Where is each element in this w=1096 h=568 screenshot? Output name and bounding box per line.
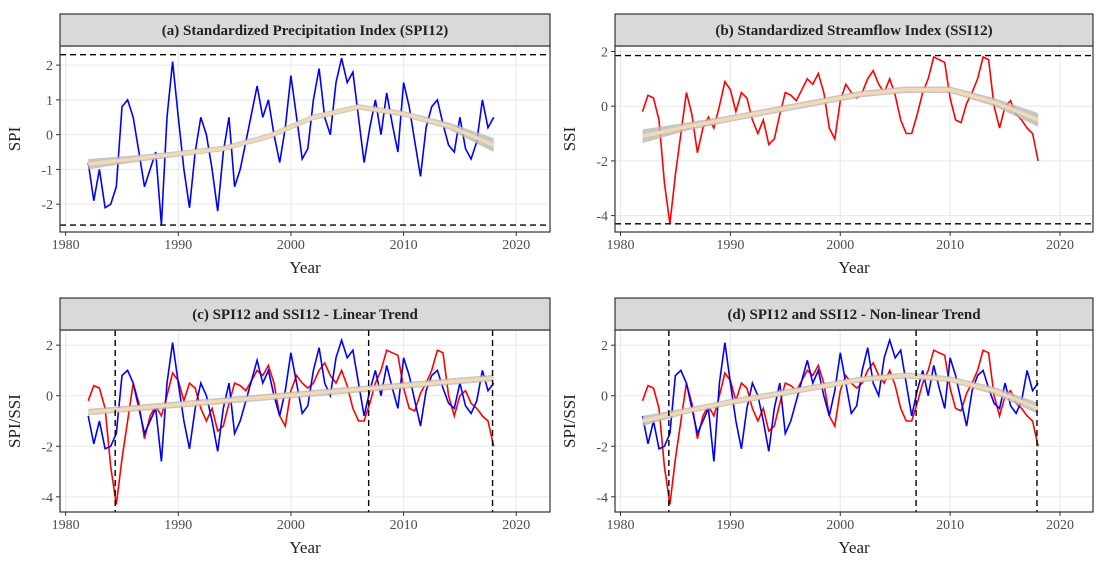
x-tick-label: 1980 (52, 518, 80, 533)
strip (59, 297, 551, 331)
x-tick-label: 2010 (936, 518, 964, 533)
y-tick-label: -2 (596, 155, 608, 170)
y-tick-label: -2 (41, 198, 53, 213)
x-tick-label: 1990 (716, 518, 744, 533)
panel-title: (a) Standardized Precipitation Index (SP… (162, 23, 448, 39)
x-tick-label: 1990 (164, 238, 192, 253)
y-tick-label: 2 (46, 59, 53, 74)
y-tick-label: -4 (41, 491, 53, 506)
x-tick-label: 2000 (826, 518, 854, 533)
x-axis-label: Year (838, 258, 870, 277)
y-axis-label: SSI (560, 126, 579, 151)
strip (614, 13, 1094, 47)
x-tick-label: 2010 (936, 238, 964, 253)
y-tick-label: 0 (601, 100, 608, 115)
y-tick-label: 2 (601, 339, 608, 354)
y-axis-label: SPI/SSI (560, 394, 579, 448)
y-tick-label: 1 (46, 94, 53, 109)
plot-background (615, 330, 1093, 512)
y-tick-label: 2 (601, 45, 608, 60)
trend-line (642, 88, 1039, 139)
y-tick-label: 0 (601, 390, 608, 405)
y-tick-label: 0 (46, 129, 53, 144)
x-tick-label: 1980 (52, 238, 80, 253)
x-axis-label: Year (838, 538, 870, 557)
y-tick-label: -2 (41, 440, 53, 455)
x-tick-label: 1990 (716, 238, 744, 253)
trend-line (642, 373, 1039, 423)
y-tick-label: -4 (596, 210, 608, 225)
series-line (87, 58, 495, 226)
x-tick-label: 2010 (390, 518, 418, 533)
y-tick-label: 2 (46, 339, 53, 354)
plot-background (60, 330, 550, 512)
y-axis-label: SPI (5, 126, 24, 151)
x-tick-label: 1980 (606, 518, 634, 533)
strip (59, 13, 551, 47)
x-tick-label: 1990 (164, 518, 192, 533)
y-axis-label: SPI/SSI (5, 394, 24, 448)
panel-title: (d) SPI12 and SSI12 - Non-linear Trend (727, 307, 981, 323)
x-tick-label: 2020 (1046, 238, 1074, 253)
trend-line (88, 376, 494, 414)
trend-line (87, 105, 495, 166)
x-tick-label: 2000 (277, 238, 305, 253)
x-tick-label: 2020 (1046, 518, 1074, 533)
y-tick-label: -4 (596, 491, 608, 506)
x-tick-label: 2000 (277, 518, 305, 533)
y-tick-label: -2 (596, 440, 608, 455)
panel-title: (b) Standardized Streamflow Index (SSI12… (715, 23, 992, 39)
x-tick-label: 1980 (606, 238, 634, 253)
x-tick-label: 2010 (390, 238, 418, 253)
panel-title: (c) SPI12 and SSI12 - Linear Trend (192, 307, 418, 323)
x-tick-label: 2000 (826, 238, 854, 253)
x-tick-label: 2020 (502, 518, 530, 533)
x-tick-label: 2020 (502, 238, 530, 253)
x-axis-label: Year (289, 258, 321, 277)
strip (614, 297, 1094, 331)
x-axis-label: Year (289, 538, 321, 557)
plot-background (615, 46, 1093, 232)
y-tick-label: -1 (41, 163, 53, 178)
y-tick-label: 0 (46, 390, 53, 405)
